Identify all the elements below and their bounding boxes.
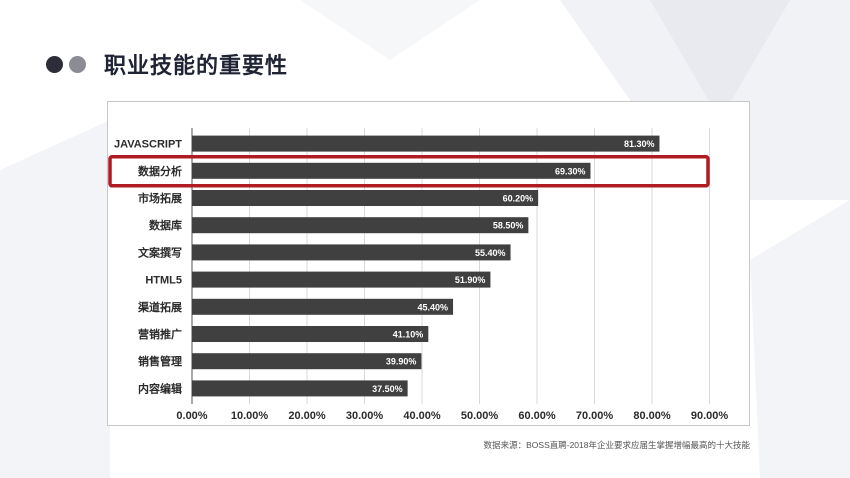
bar-value-label: 45.40% <box>418 302 449 312</box>
x-tick-label: 70.00% <box>576 410 614 422</box>
category-label: HTML5 <box>145 275 182 287</box>
page-header: 职业技能的重要性 <box>46 46 288 82</box>
source-note: 数据来源：BOSS直聘-2018年企业要求应届生掌握增幅最高的十大技能 <box>483 440 750 450</box>
bar <box>192 162 591 179</box>
bar <box>192 271 491 288</box>
category-label: JAVASCRIPT <box>114 139 182 151</box>
bar <box>192 135 660 152</box>
bar <box>192 298 454 315</box>
bar-value-label: 41.10% <box>393 330 424 340</box>
x-tick-label: 20.00% <box>288 410 326 422</box>
bar-value-label: 81.30% <box>624 139 655 149</box>
page-title: 职业技能的重要性 <box>104 53 289 78</box>
bar <box>192 353 422 370</box>
category-label: 营销推广 <box>138 327 182 341</box>
category-label: 渠道拓展 <box>138 300 183 314</box>
x-tick-label: 0.00% <box>176 410 207 422</box>
bar-value-label: 69.30% <box>555 166 586 176</box>
bar-value-label: 58.50% <box>493 221 524 231</box>
x-tick-label: 80.00% <box>633 410 671 422</box>
bar <box>192 244 511 261</box>
category-label: 数据分析 <box>138 164 182 178</box>
category-label: 内容编辑 <box>138 381 182 395</box>
category-label: 数据库 <box>149 218 182 232</box>
category-label: 销售管理 <box>138 354 182 368</box>
category-label: 文案撰写 <box>138 245 182 259</box>
x-tick-label: 60.00% <box>518 410 556 422</box>
x-tick-label: 90.00% <box>691 410 729 422</box>
x-tick-label: 30.00% <box>346 410 384 422</box>
highlight-box <box>108 155 710 188</box>
x-tick-label: 40.00% <box>403 410 441 422</box>
bar <box>192 190 539 206</box>
bar <box>192 217 529 234</box>
bar <box>192 380 408 397</box>
bar-value-label: 51.90% <box>455 275 486 285</box>
bar-value-label: 37.50% <box>372 384 403 394</box>
x-tick-label: 50.00% <box>461 410 499 422</box>
bar-value-label: 55.40% <box>475 248 506 258</box>
bar-value-label: 60.20% <box>503 194 534 204</box>
x-tick-label: 10.00% <box>231 410 269 422</box>
bar <box>192 326 429 342</box>
category-label: 市场拓展 <box>138 191 183 205</box>
bullet-dot-icon <box>46 55 63 73</box>
bullet-dot-icon <box>69 55 86 73</box>
bar-value-label: 39.90% <box>386 357 417 367</box>
